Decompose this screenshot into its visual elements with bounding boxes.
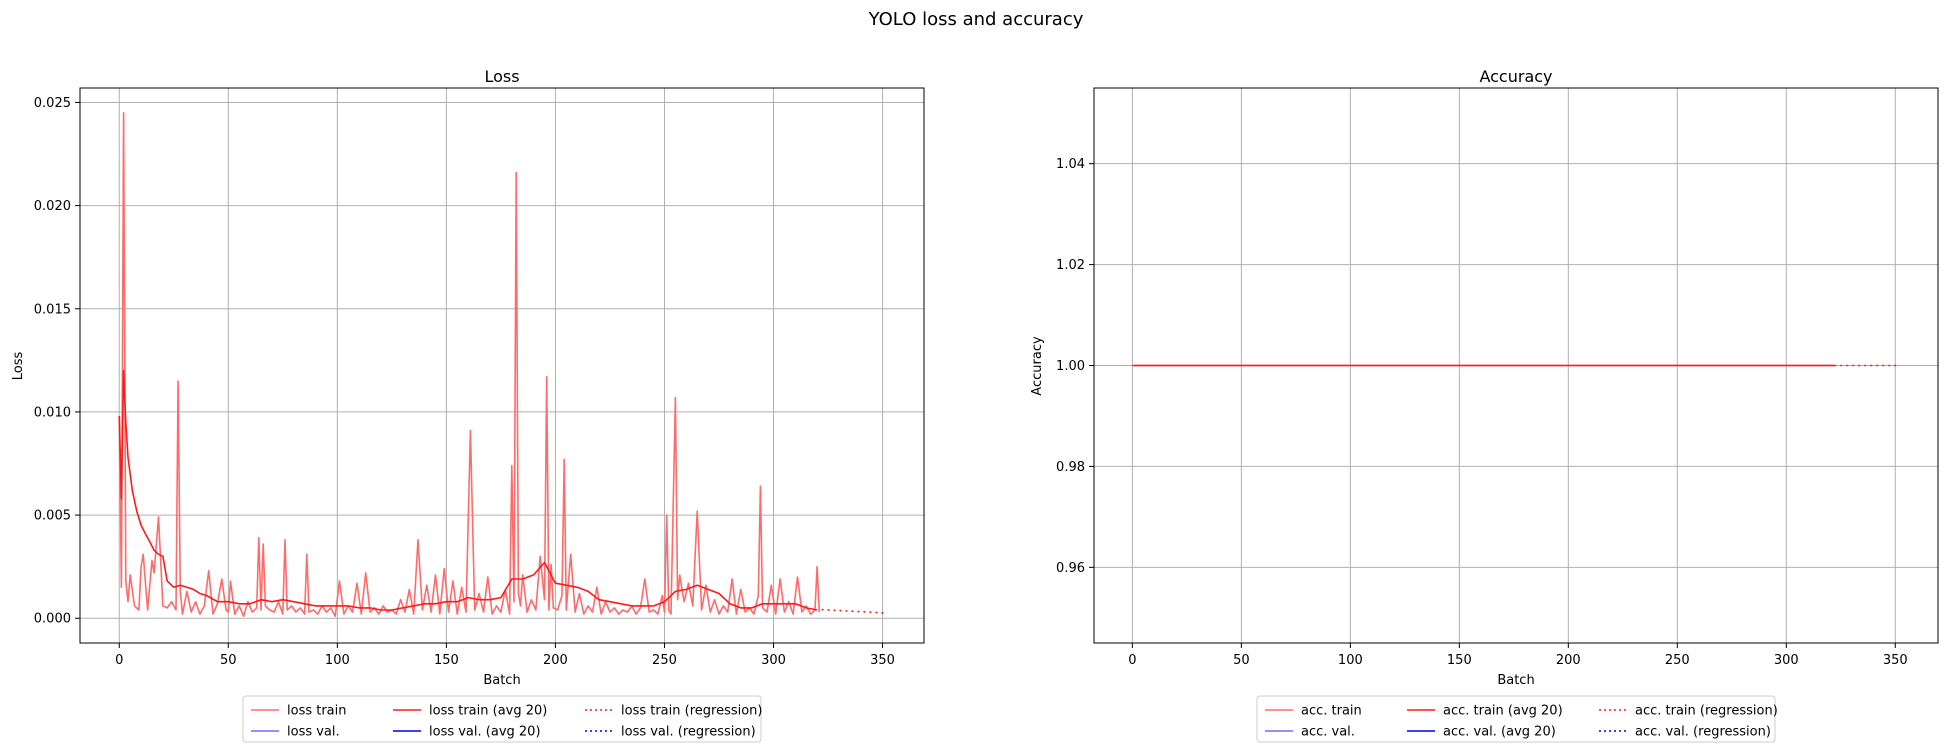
accuracy-x-tick-label: 0 <box>1128 653 1136 668</box>
accuracy-x-tick-label: 300 <box>1774 653 1799 668</box>
loss-legend-label: loss val. (avg 20) <box>429 725 541 740</box>
accuracy-legend-label: acc. train (regression) <box>1635 704 1778 719</box>
loss-y-tick-label: 0.005 <box>34 509 71 524</box>
accuracy-x-ticks: 0 50 100 150 200 250 300 350 <box>1128 643 1908 668</box>
loss-y-tick-label: 0.025 <box>34 96 71 111</box>
loss-y-tick-label: 0.010 <box>34 405 71 420</box>
loss-x-tick-label: 0 <box>115 653 123 668</box>
loss-gridlines <box>80 88 924 643</box>
accuracy-legend-label: acc. val. (avg 20) <box>1443 725 1556 740</box>
accuracy-y-tick-label: 1.00 <box>1056 359 1085 374</box>
accuracy-legend-label: acc. val. (regression) <box>1635 725 1771 740</box>
accuracy-legend-box <box>1256 695 1776 743</box>
loss-plot-frame <box>79 87 925 644</box>
loss-series-raw-line <box>118 112 821 618</box>
loss-x-tick-label: 100 <box>325 653 350 668</box>
loss-x-tick-label: 350 <box>870 653 895 668</box>
accuracy-y-tick-label: 0.96 <box>1056 561 1085 576</box>
loss-x-tick-label: 150 <box>434 653 459 668</box>
loss-chart: Loss 0 50 100 150 200 250 300 350 0.0000.0050.0… <box>11 67 925 743</box>
loss-legend-label: loss train <box>287 704 347 719</box>
accuracy-x-tick-label: 250 <box>1665 653 1690 668</box>
loss-legend-label: loss train (avg 20) <box>429 704 547 719</box>
loss-x-tick-label: 300 <box>761 653 786 668</box>
accuracy-y-tick-label: 1.02 <box>1056 258 1085 273</box>
loss-legend: loss train loss val. loss train (avg 20) lo… <box>242 695 763 743</box>
loss-y-tick-label: 0.020 <box>34 199 71 214</box>
accuracy-y-axis-label: Accuracy <box>1030 336 1045 396</box>
accuracy-legend-label: acc. train (avg 20) <box>1443 704 1563 719</box>
accuracy-x-tick-label: 350 <box>1883 653 1908 668</box>
accuracy-legend-label: acc. train <box>1301 704 1362 719</box>
accuracy-x-tick-label: 100 <box>1338 653 1363 668</box>
accuracy-y-ticks: 0.96 0.98 1.00 1.02 1.04 <box>1056 157 1094 576</box>
loss-series-avg-line <box>118 369 818 611</box>
accuracy-x-tick-label: 200 <box>1556 653 1581 668</box>
loss-x-tick-label: 50 <box>220 653 237 668</box>
loss-legend-label: loss train (regression) <box>621 704 763 719</box>
loss-x-tick-label: 200 <box>543 653 568 668</box>
loss-chart-title: Loss <box>484 67 519 86</box>
loss-series <box>118 112 887 618</box>
accuracy-y-tick-label: 0.98 <box>1056 460 1085 475</box>
accuracy-legend-label: acc. val. <box>1301 725 1355 740</box>
accuracy-x-tick-label: 150 <box>1447 653 1472 668</box>
loss-x-axis-label: Batch <box>483 673 520 688</box>
loss-x-tick-label: 250 <box>652 653 677 668</box>
loss-y-tick-label: 0.000 <box>34 612 71 627</box>
figure-title: YOLO loss and accuracy <box>868 9 1084 30</box>
loss-legend-label: loss val. <box>287 725 340 740</box>
loss-y-tick-label: 0.015 <box>34 302 71 317</box>
accuracy-legend: acc. train acc. val. acc. train (avg 20) ac… <box>1256 695 1778 743</box>
loss-legend-label: loss val. (regression) <box>621 725 756 740</box>
accuracy-chart: Accuracy 0 50 100 150 200 250 300 350 0.96 0.98 1… <box>1030 67 1939 743</box>
accuracy-x-tick-label: 50 <box>1233 653 1250 668</box>
loss-series-regression-line <box>821 608 887 614</box>
loss-y-ticks: 0.000 0.005 0.010 0.015 0.020 0.025 <box>34 96 80 627</box>
loss-x-ticks: 0 50 100 150 200 250 300 350 <box>115 643 895 668</box>
accuracy-chart-title: Accuracy <box>1479 67 1552 86</box>
loss-y-axis-label: Loss <box>11 352 26 381</box>
accuracy-y-tick-label: 1.04 <box>1056 157 1085 172</box>
accuracy-x-axis-label: Batch <box>1497 673 1534 688</box>
loss-legend-box <box>242 695 762 743</box>
